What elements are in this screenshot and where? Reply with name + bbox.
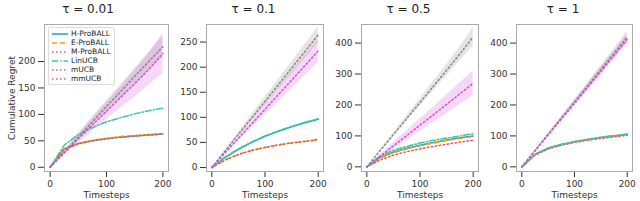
- svg-text:Cumulative Regret: Cumulative Regret: [7, 56, 17, 140]
- svg-text:400: 400: [490, 38, 507, 48]
- svg-text:200: 200: [619, 179, 636, 189]
- svg-text:200: 200: [310, 179, 327, 189]
- svg-text:100: 100: [98, 179, 115, 189]
- svg-text:200: 200: [154, 179, 171, 189]
- svg-text:200: 200: [335, 100, 352, 110]
- svg-text:250: 250: [180, 37, 197, 47]
- html-text:E-ProBALL: E-ProBALL: [71, 38, 109, 47]
- svg-text:0: 0: [192, 162, 198, 172]
- svg-text:0: 0: [347, 162, 353, 172]
- html-text:mUCB: mUCB: [71, 65, 95, 74]
- svg-text:100: 100: [411, 179, 428, 189]
- svg-text:100: 100: [256, 179, 273, 189]
- html-text:τ = 1: τ = 1: [546, 2, 580, 16]
- svg-text:150: 150: [18, 83, 35, 93]
- html-text:τ = 0.01: τ = 0.01: [62, 2, 114, 16]
- svg-text:200: 200: [18, 56, 35, 66]
- svg-text:Timesteps: Timesteps: [396, 190, 443, 200]
- svg-text:0: 0: [364, 179, 370, 189]
- html-text:H-ProBALL: H-ProBALL: [71, 29, 110, 38]
- svg-text:0: 0: [519, 179, 525, 189]
- svg-text:100: 100: [490, 131, 507, 141]
- svg-text:0: 0: [47, 179, 53, 189]
- svg-text:50: 50: [186, 137, 198, 147]
- svg-text:100: 100: [566, 179, 583, 189]
- svg-text:0: 0: [502, 162, 508, 172]
- svg-text:100: 100: [18, 109, 35, 119]
- svg-text:200: 200: [465, 179, 482, 189]
- svg-text:300: 300: [335, 69, 352, 79]
- svg-text:150: 150: [180, 87, 197, 97]
- html-text:mmUCB: mmUCB: [71, 74, 102, 83]
- svg-text:100: 100: [180, 112, 197, 122]
- svg-text:200: 200: [490, 100, 507, 110]
- svg-text:0: 0: [30, 162, 36, 172]
- html-text:M-ProBALL: M-ProBALL: [71, 47, 111, 56]
- svg-text:100: 100: [335, 131, 352, 141]
- svg-text:300: 300: [490, 69, 507, 79]
- html-text:τ = 0.5: τ = 0.5: [386, 2, 431, 16]
- svg-text:0: 0: [209, 179, 215, 189]
- svg-text:Timesteps: Timesteps: [550, 190, 597, 200]
- svg-text:50: 50: [24, 136, 36, 146]
- svg-text:400: 400: [335, 38, 352, 48]
- svg-text:Timesteps: Timesteps: [82, 190, 129, 200]
- svg-text:200: 200: [180, 62, 197, 72]
- html-text:LinUCB: LinUCB: [71, 56, 98, 65]
- svg-text:Timesteps: Timesteps: [241, 190, 288, 200]
- html-text:τ = 0.1: τ = 0.1: [231, 2, 276, 16]
